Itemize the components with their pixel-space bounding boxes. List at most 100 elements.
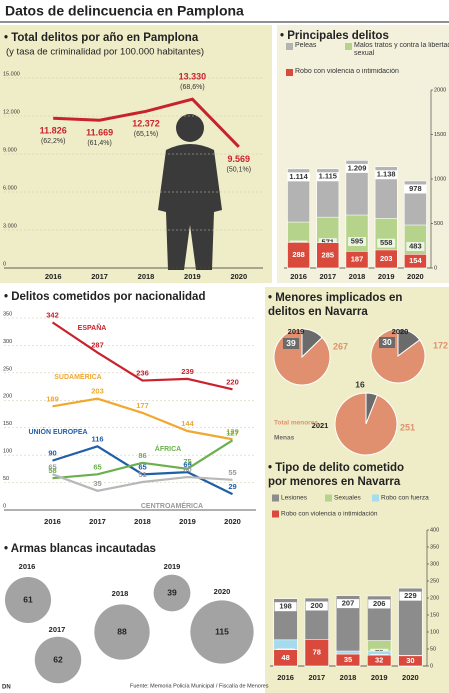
data-label: 116 [91, 434, 103, 443]
data-label: 115 [215, 626, 229, 636]
data-label: 32 [375, 656, 383, 665]
data-label: 13.330 [179, 72, 207, 82]
label-bg [379, 337, 395, 348]
x-tick-label: 2020 [402, 673, 419, 682]
label-bg [287, 172, 310, 182]
data-label: 39 [286, 338, 296, 348]
series-label: CENTROAMÉRICA [141, 501, 203, 510]
y-tick-label: 1500 [434, 132, 446, 138]
bar-segment [398, 655, 423, 667]
data-label: 287 [91, 341, 104, 350]
data-label: 1.209 [348, 163, 367, 172]
bubble-year: 2016 [19, 562, 36, 571]
y-tick-label: 350 [3, 311, 12, 317]
legend-swatch [286, 43, 293, 50]
legend-label-box: Peleas [295, 42, 317, 49]
label-bg [404, 184, 427, 194]
data-label: 65 [138, 462, 146, 471]
data-label: 65 [93, 462, 101, 471]
data-label: 285 [322, 250, 335, 259]
data-label: 189 [46, 394, 59, 403]
y-tick-label: 250 [3, 366, 12, 372]
bar-segment [404, 253, 427, 269]
label-bg [337, 599, 359, 609]
y-tick-label: 12.000 [3, 109, 20, 115]
data-label: 483 [409, 241, 422, 250]
data-label: 558 [380, 238, 393, 247]
bubble [190, 600, 254, 664]
data-label: 198 [279, 602, 292, 611]
bubble [34, 636, 82, 684]
series-label: SUDAMÉRICA [54, 372, 101, 381]
data-label: 51 [138, 470, 146, 479]
data-label: 58 [48, 466, 56, 475]
y-tick-label: 50 [430, 646, 436, 652]
data-label: 177 [136, 401, 149, 410]
legend-label: Peleas [295, 42, 317, 49]
label-bg [274, 602, 297, 612]
data-label: 75 [183, 457, 191, 466]
bar-segment [335, 653, 361, 667]
bubble-year: 2017 [49, 625, 66, 634]
y-tick-label: 200 [430, 595, 439, 601]
data-label: 86 [138, 451, 146, 460]
pie-year: 2021 [312, 421, 329, 430]
data-label: 1.138 [377, 170, 396, 179]
y-tick-label: 350 [430, 544, 439, 550]
data-label: 288 [292, 250, 305, 259]
x-tick-label: 2020 [230, 272, 247, 281]
data-label: 62 [53, 654, 63, 664]
data-label: 48 [281, 653, 289, 662]
line [52, 439, 234, 480]
bar-segment [304, 639, 329, 667]
x-tick-label: 2018 [349, 272, 366, 281]
legend-swatch [286, 69, 293, 76]
data-label: 61 [23, 594, 33, 604]
y-tick-label: 150 [430, 612, 439, 618]
data-label: 1.115 [319, 172, 337, 181]
chart-title: • Menores implicados en [268, 292, 402, 304]
data-label: 239 [181, 367, 194, 376]
data-label: 127 [226, 428, 239, 437]
y-tick-label: 1000 [434, 176, 446, 182]
y-tick-label: 150 [3, 421, 12, 427]
legend-swatch [272, 510, 279, 518]
data-label: 35 [344, 655, 352, 664]
pie-year: 2019 [288, 327, 305, 336]
data-label: 55 [228, 468, 236, 477]
pie-slice [334, 392, 398, 456]
bubble-year: 2018 [112, 589, 129, 598]
rate-label: (68,6%) [180, 84, 205, 91]
series-label: ÁFRICA [155, 444, 181, 453]
data-label: 229 [404, 591, 417, 600]
legend-label: Malos tratos y contra la libertad sexual [354, 42, 449, 57]
y-tick-label: 250 [430, 578, 439, 584]
x-tick-label: 2018 [340, 673, 357, 682]
data-label: 203 [380, 254, 393, 263]
legend-label: Lesiones [281, 495, 308, 502]
data-label: 144 [181, 419, 194, 428]
x-tick-label: 2017 [89, 517, 106, 526]
y-tick-label: 300 [430, 561, 439, 567]
chart-title: delitos en Navarra [268, 306, 368, 318]
x-tick-label: 2020 [407, 272, 424, 281]
data-label: 154 [409, 256, 422, 265]
data-label: 60 [183, 465, 191, 474]
data-label: 39 [167, 587, 177, 597]
bar-segment [374, 249, 398, 269]
label-bg [368, 599, 391, 609]
line [52, 397, 233, 441]
source: Fuente: Memoria Policía Municipal / Fisc… [130, 683, 269, 689]
label-bg [348, 237, 366, 247]
data-label: 206 [373, 599, 386, 608]
legend-label: Sexuales [334, 495, 361, 502]
chart-title: • Tipo de delito cometido [268, 462, 404, 474]
data-label: 29 [228, 482, 236, 491]
legend-label-box: Malos tratos y contra la libertad sexual [354, 42, 449, 57]
data-label: 12.372 [132, 119, 160, 129]
bubble [94, 604, 150, 660]
bubble [153, 574, 191, 612]
line [53, 97, 240, 148]
x-tick-label: 2016 [45, 272, 62, 281]
